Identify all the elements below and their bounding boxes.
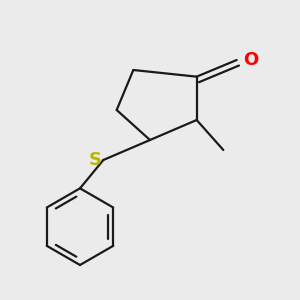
Text: S: S bbox=[89, 151, 102, 169]
Text: O: O bbox=[243, 51, 258, 69]
